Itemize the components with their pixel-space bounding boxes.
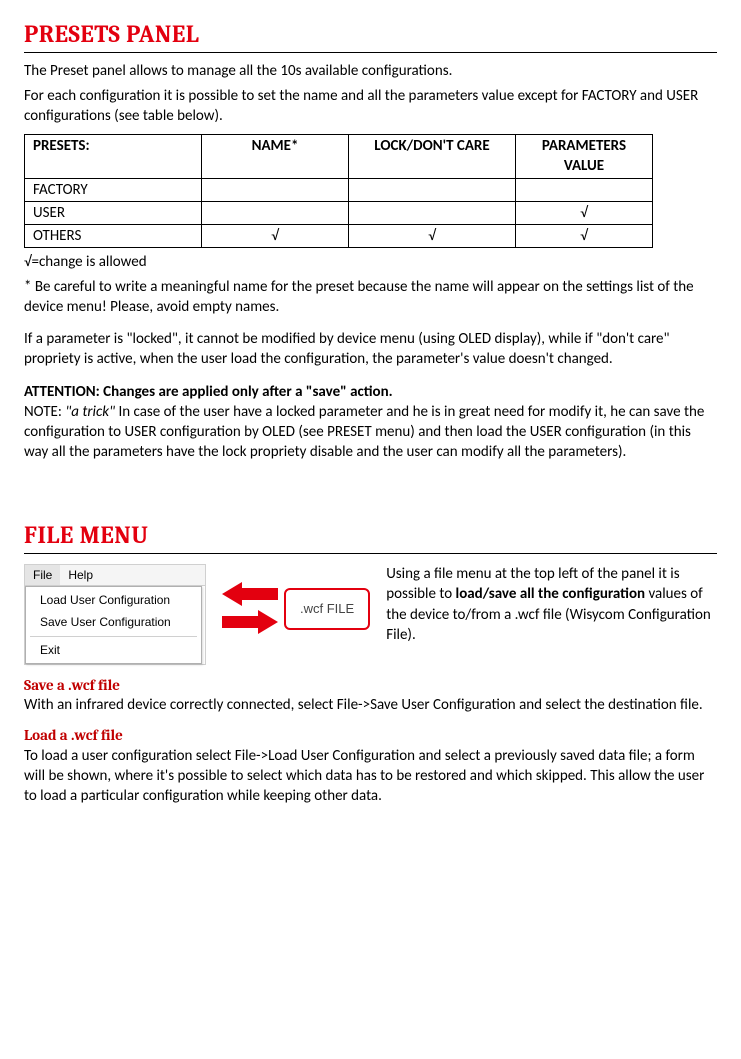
th-lock: LOCK/DON'T CARE: [349, 135, 516, 179]
th-name: NAME*: [202, 135, 349, 179]
menu-item-exit[interactable]: Exit: [26, 639, 201, 661]
attention-note: ATTENTION: Changes are applied only afte…: [24, 382, 717, 463]
filemenu-heading: FILE MENU: [24, 519, 717, 551]
table-header-row: PRESETS: NAME* LOCK/DON'T CARE PARAMETER…: [25, 135, 653, 179]
note-italic: "a trick": [65, 403, 115, 421]
note-label: NOTE:: [24, 403, 65, 421]
cell: √: [349, 225, 516, 248]
th-params: PARAMETERS VALUE: [516, 135, 653, 179]
cell: [202, 178, 349, 201]
presets-intro-2: For each configuration it is possible to…: [24, 86, 717, 127]
menu-item-save[interactable]: Save User Configuration: [26, 611, 201, 633]
cell: USER: [25, 201, 202, 224]
menu-dropdown: Load User Configuration Save User Config…: [25, 586, 202, 664]
menu-help[interactable]: Help: [60, 565, 101, 585]
cell: √: [202, 225, 349, 248]
cell: [516, 178, 653, 201]
presets-table: PRESETS: NAME* LOCK/DON'T CARE PARAMETER…: [24, 134, 653, 248]
menu-box: File Help Load User Configuration Save U…: [24, 564, 206, 665]
menu-separator: [30, 636, 197, 637]
section-rule: [24, 52, 717, 53]
locked-paragraph: If a parameter is "locked", it cannot be…: [24, 329, 717, 370]
arrows-icon: [222, 582, 278, 636]
note-rest: In case of the user have a locked parame…: [24, 403, 704, 462]
cell: √: [516, 225, 653, 248]
table-legend-2: * Be careful to write a meaningful name …: [24, 277, 717, 318]
filemenu-para-bold: load/save all the configuration: [456, 585, 646, 603]
load-wcf-text: To load a user configuration select File…: [24, 746, 717, 807]
cell: FACTORY: [25, 178, 202, 201]
th-presets: PRESETS:: [25, 135, 202, 179]
cell: [202, 201, 349, 224]
menu-item-load[interactable]: Load User Configuration: [26, 589, 201, 611]
load-wcf-heading: Load a .wcf file: [24, 725, 717, 745]
section-rule: [24, 553, 717, 554]
wcf-file-box: .wcf FILE: [284, 588, 370, 630]
cell: √: [516, 201, 653, 224]
table-row: USER √: [25, 201, 653, 224]
save-wcf-text: With an infrared device correctly connec…: [24, 695, 717, 715]
cell: [349, 178, 516, 201]
menu-screenshot: File Help Load User Configuration Save U…: [24, 564, 206, 665]
filemenu-paragraph: Using a file menu at the top left of the…: [386, 564, 717, 645]
table-row: OTHERS √ √ √: [25, 225, 653, 248]
presets-intro-1: The Preset panel allows to manage all th…: [24, 61, 717, 81]
save-wcf-heading: Save a .wcf file: [24, 675, 717, 695]
menu-file[interactable]: File: [25, 565, 60, 585]
cell: OTHERS: [25, 225, 202, 248]
table-legend-1: √=change is allowed: [24, 252, 717, 272]
presets-heading: PRESETS PANEL: [24, 18, 717, 50]
table-row: FACTORY: [25, 178, 653, 201]
attention-bold: ATTENTION: Changes are applied only afte…: [24, 383, 393, 401]
cell: [349, 201, 516, 224]
menu-bar: File Help: [25, 565, 205, 586]
filemenu-row: File Help Load User Configuration Save U…: [24, 564, 717, 665]
arrow-wcf-group: .wcf FILE: [222, 582, 370, 636]
